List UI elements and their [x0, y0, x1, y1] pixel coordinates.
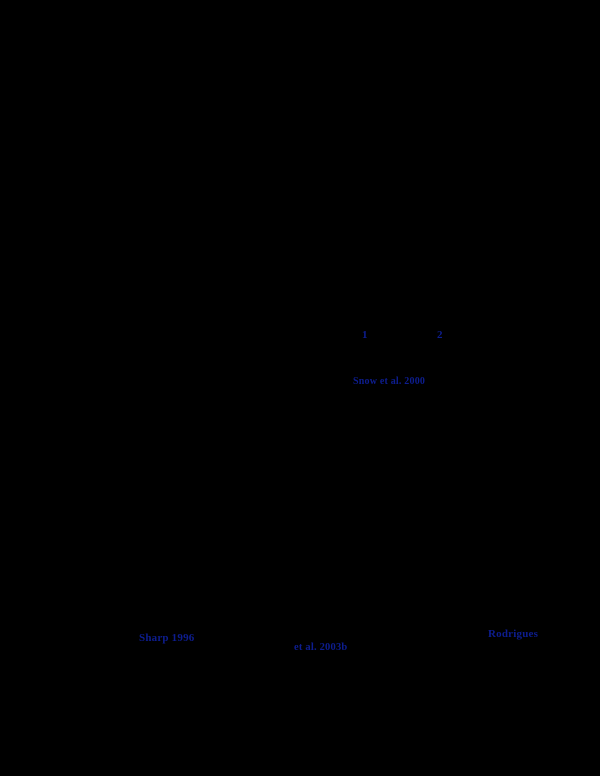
affiliation-superscript-link-2[interactable]: 2	[437, 329, 443, 341]
affiliation-superscript-link-1[interactable]: 1	[362, 329, 368, 341]
citation-link-bottom-left[interactable]: Sharp 1996	[139, 632, 195, 644]
citation-link-bottom-center[interactable]: et al. 2003b	[294, 642, 348, 653]
citation-link-mid[interactable]: Snow et al. 2000	[353, 376, 426, 387]
citation-link-bottom-right[interactable]: Rodrigues	[488, 628, 539, 640]
